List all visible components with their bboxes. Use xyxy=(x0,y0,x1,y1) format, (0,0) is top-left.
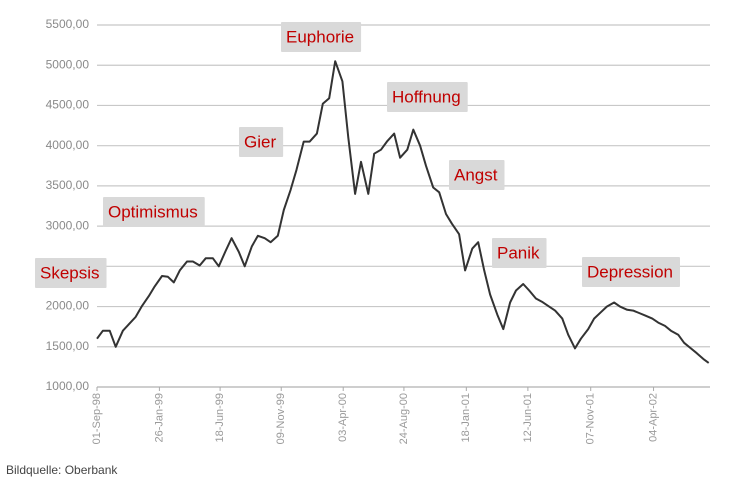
y-tick-label: 1000,00 xyxy=(46,379,90,393)
annotation-label: Angst xyxy=(454,165,498,184)
annotation: Skepsis xyxy=(35,258,107,288)
x-tick-label: 18-Jun-99 xyxy=(214,393,226,443)
annotation-box xyxy=(387,82,468,112)
y-tick-label: 4500,00 xyxy=(46,98,90,112)
annotation-box xyxy=(492,238,547,268)
y-tick-label: 3000,00 xyxy=(46,218,90,232)
y-tick-label: 2000,00 xyxy=(46,299,90,313)
x-tick-label: 24-Aug-00 xyxy=(398,393,410,444)
x-tick-label: 07-Nov-01 xyxy=(585,393,597,444)
x-tick-label: 26-Jan-99 xyxy=(153,393,165,443)
annotation: Panik xyxy=(492,238,547,268)
y-tick-label: 3500,00 xyxy=(46,178,90,192)
annotation: Euphorie xyxy=(281,22,362,52)
annotation-box xyxy=(103,197,205,227)
annotation: Optimismus xyxy=(103,197,205,227)
x-tick-label: 09-Nov-99 xyxy=(275,393,287,444)
annotation-box xyxy=(582,257,680,287)
x-tick-label: 18-Jan-01 xyxy=(460,393,472,443)
annotation-label: Panik xyxy=(497,243,540,262)
annotation-box xyxy=(35,258,107,288)
y-tick-label: 1500,00 xyxy=(46,339,90,353)
x-tick-label: 03-Apr-00 xyxy=(337,393,349,442)
annotation: Depression xyxy=(582,257,680,287)
annotation: Hoffnung xyxy=(387,82,468,112)
y-tick-label: 5500,00 xyxy=(46,17,90,31)
annotation-label: Optimismus xyxy=(108,202,198,221)
annotation-box xyxy=(449,160,505,190)
annotation-label: Depression xyxy=(587,262,673,281)
annotation-label: Euphorie xyxy=(286,27,354,46)
y-tick-label: 4000,00 xyxy=(46,138,90,152)
annotation: Gier xyxy=(239,127,284,157)
source: Bildquelle: Oberbank xyxy=(6,463,118,477)
annotation-box xyxy=(239,127,284,157)
annotation-label: Skepsis xyxy=(40,263,100,282)
x-tick-label: 01-Sep-98 xyxy=(91,393,103,444)
annotation-label: Gier xyxy=(244,132,276,151)
y-tick-label: 5000,00 xyxy=(46,57,90,71)
annotation: Angst xyxy=(449,160,505,190)
x-tick-label: 12-Jun-01 xyxy=(522,393,534,443)
data-line xyxy=(96,60,710,364)
annotation-label: Hoffnung xyxy=(392,87,461,106)
x-tick-label: 04-Apr-02 xyxy=(647,393,659,442)
annotation-box xyxy=(281,22,362,52)
